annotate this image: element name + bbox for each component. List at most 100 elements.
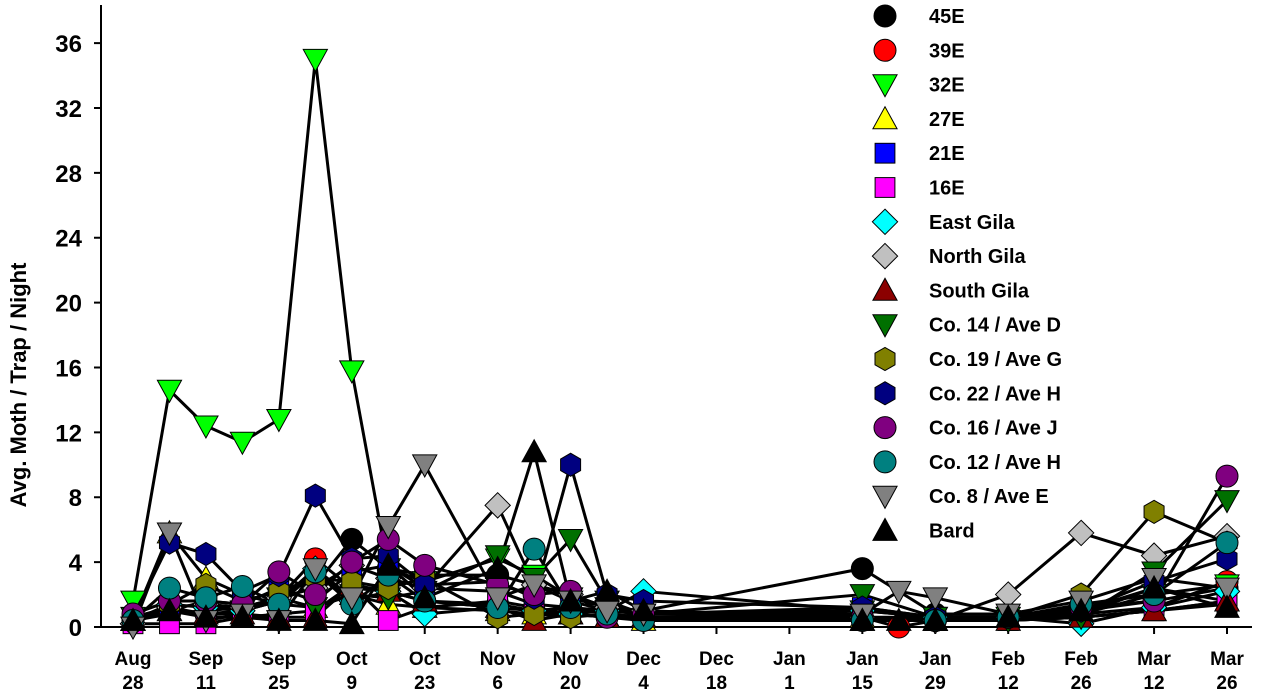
data-point-co-8-ave-e: [521, 574, 548, 598]
data-point-co-19-ave-g: [523, 601, 545, 627]
data-point-co-12-ave-h: [1215, 531, 1239, 555]
axes: 04812162024283236Aug28Sep11Sep25Oct9Oct2…: [55, 5, 1252, 694]
legend-label-co-19-ave-g: Co. 19 / Ave G: [929, 349, 1062, 371]
x-tick-label: Jan: [773, 649, 806, 670]
data-point-co-12-ave-h: [522, 537, 546, 561]
data-point-co-8-ave-e: [484, 587, 511, 611]
legend-marker-45e: [873, 4, 897, 28]
legend-marker-south-gila: [872, 277, 898, 301]
data-point-co-8-ave-e: [338, 587, 365, 611]
legend-marker-39e: [873, 38, 897, 62]
x-tick-label: Oct: [409, 649, 441, 670]
x-tick-label: 11: [196, 673, 217, 694]
legend-label-co-14-ave-d: Co. 14 / Ave D: [929, 315, 1061, 337]
legend-label-south-gila: South Gila: [929, 280, 1030, 302]
y-tick-label: 8: [69, 485, 82, 512]
x-tick-label: 15: [852, 673, 874, 694]
x-tick-label: 12: [998, 673, 1019, 694]
x-tick-label: Jan: [846, 649, 879, 670]
data-point-co-12-ave-h: [157, 576, 181, 600]
data-point-bard: [120, 607, 146, 631]
legend-label-co-8-ave-e: Co. 8 / Ave E: [929, 486, 1049, 508]
x-tick-label: 6: [492, 673, 503, 694]
y-tick-label: 24: [55, 226, 82, 253]
series-markers: [119, 48, 1241, 641]
data-point-north-gila: [1067, 519, 1095, 547]
y-tick-label: 16: [55, 355, 82, 382]
legend-marker-co-8-ave-e: [872, 485, 898, 510]
x-tick-label: 29: [925, 673, 946, 694]
y-tick-label: 12: [55, 420, 82, 447]
y-tick-label: 4: [69, 550, 83, 577]
y-tick-label: 28: [55, 161, 82, 188]
data-point-bard: [849, 607, 876, 631]
data-point-co-8-ave-e: [375, 516, 402, 540]
data-point-bard: [265, 607, 292, 631]
data-point-co-22-ave-h: [195, 541, 217, 567]
y-tick-label: 36: [55, 31, 82, 58]
x-tick-label: Dec: [699, 649, 734, 670]
legend-label-27e: 27E: [929, 109, 965, 131]
x-tick-label: 1: [784, 673, 795, 694]
data-point-bard: [630, 597, 657, 622]
legend-marker-bard: [872, 517, 898, 541]
data-point-bard: [192, 604, 219, 628]
data-point-co-8-ave-e: [411, 454, 438, 478]
x-tick-label: Mar: [1210, 649, 1244, 670]
x-tick-label: 9: [347, 673, 358, 694]
data-point-bard: [229, 604, 256, 628]
data-point-bard: [1141, 574, 1168, 599]
data-point-32e: [156, 379, 183, 404]
y-tick-label: 20: [55, 291, 82, 318]
legend-marker-co-14-ave-d: [872, 314, 898, 338]
data-point-32e: [229, 431, 256, 456]
data-point-16e: [377, 610, 399, 631]
data-point-bard: [557, 587, 584, 612]
data-point-co-8-ave-e: [302, 558, 329, 582]
y-tick-label: 32: [55, 96, 82, 123]
legend-label-co-16-ave-j: Co. 16 / Ave J: [929, 418, 1058, 440]
x-tick-label: Sep: [189, 649, 224, 670]
x-tick-label: Jan: [919, 649, 952, 670]
y-axis-label: Avg. Moth / Trap / Night: [6, 262, 31, 508]
data-point-bard: [375, 552, 402, 576]
legend-label-bard: Bard: [929, 521, 975, 543]
data-point-32e: [338, 360, 365, 384]
data-point-32e: [192, 415, 219, 440]
legend-marker-north-gila: [871, 242, 899, 270]
legend-marker-co-19-ave-g: [874, 346, 896, 372]
data-point-bard: [338, 610, 365, 635]
x-tick-label: Feb: [1064, 649, 1098, 670]
x-tick-label: 20: [560, 673, 581, 694]
data-point-bard: [302, 607, 329, 631]
legend-label-16e: 16E: [929, 178, 965, 200]
x-tick-label: Nov: [480, 649, 516, 670]
x-tick-label: Feb: [991, 649, 1025, 670]
data-point-bard: [594, 578, 621, 602]
legend-marker-east-gila: [871, 208, 899, 236]
data-point-north-gila: [484, 492, 512, 519]
legend-label-east-gila: East Gila: [929, 212, 1015, 234]
data-point-co-16-ave-j: [340, 550, 364, 574]
x-tick-label: 18: [706, 673, 727, 694]
legend-label-north-gila: North Gila: [929, 246, 1027, 268]
series-lines: [131, 57, 1229, 629]
x-tick-label: Aug: [115, 649, 152, 670]
x-tick-label: 26: [1216, 673, 1237, 694]
data-point-32e: [120, 590, 146, 615]
x-tick-label: 4: [638, 673, 649, 694]
data-point-bard: [484, 555, 511, 580]
x-tick-label: Dec: [626, 649, 661, 670]
data-point-co-8-ave-e: [922, 587, 949, 611]
data-point-co-16-ave-j: [413, 553, 437, 577]
x-tick-label: 28: [122, 673, 143, 694]
legend-label-39e: 39E: [929, 40, 965, 62]
data-point-bard: [1068, 597, 1095, 622]
x-tick-label: 23: [414, 673, 435, 694]
legend-marker-16e: [874, 177, 896, 198]
legend-marker-21e: [874, 142, 896, 164]
x-tick-label: 26: [1071, 673, 1092, 694]
data-point-co-19-ave-g: [1143, 499, 1165, 524]
data-point-45e: [850, 557, 874, 581]
